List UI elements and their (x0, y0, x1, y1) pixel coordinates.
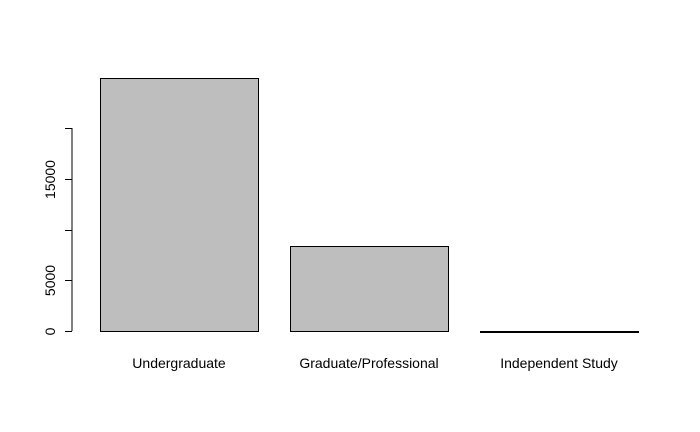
bar (480, 331, 639, 333)
x-category-label: Graduate/Professional (299, 355, 438, 371)
x-axis-labels: Undergraduate Graduate/Professional Indepe… (132, 355, 617, 371)
x-category-label: Undergraduate (132, 355, 226, 371)
y-tick-label: 15000 (42, 160, 58, 199)
y-axis: 0 5000 15000 (42, 128, 73, 335)
x-category-label: Independent Study (500, 355, 618, 371)
bar (100, 78, 259, 332)
y-tick-label: 5000 (42, 265, 58, 296)
bar (290, 246, 449, 332)
y-tick-label: 0 (42, 327, 58, 335)
bars (100, 78, 639, 333)
